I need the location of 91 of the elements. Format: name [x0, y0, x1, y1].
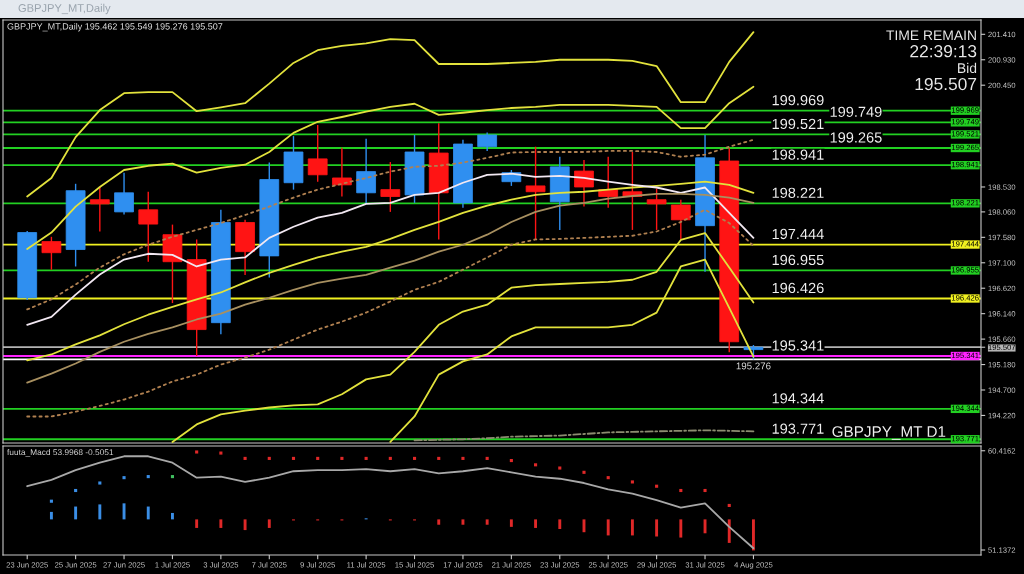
point	[291, 456, 296, 460]
chart-title: GBPJPY_MT,Daily	[18, 3, 111, 15]
point	[630, 480, 634, 484]
line-series	[26, 138, 755, 311]
point	[170, 475, 175, 479]
line-series	[26, 172, 755, 326]
candlestick	[670, 199, 691, 241]
bar	[655, 519, 659, 537]
text: GBPJPY_MT D1	[832, 426, 946, 440]
bar	[509, 519, 513, 527]
bar	[98, 504, 102, 520]
candlestick	[332, 147, 352, 198]
point	[146, 475, 150, 479]
point	[558, 466, 562, 470]
bar	[558, 519, 562, 530]
text: 22:39:13	[910, 45, 977, 58]
annotation: 195.276	[736, 362, 771, 370]
point	[582, 470, 586, 474]
line-series	[26, 31, 755, 198]
point	[74, 488, 78, 493]
bar	[243, 519, 247, 531]
bar	[49, 511, 53, 520]
text: 197.444	[772, 228, 824, 240]
point	[364, 456, 368, 460]
text: 195.341	[772, 340, 824, 351]
bar	[606, 519, 610, 536]
point	[679, 488, 683, 493]
point	[703, 488, 707, 493]
line-series	[413, 429, 755, 442]
candlestick	[646, 187, 667, 231]
line-series	[26, 455, 755, 550]
point	[267, 456, 271, 460]
point	[727, 503, 731, 508]
point	[243, 456, 247, 460]
bar	[461, 519, 465, 525]
candlestick	[525, 145, 546, 241]
bar	[485, 519, 489, 525]
point	[316, 456, 320, 460]
point	[534, 463, 538, 467]
text: 199.521	[772, 118, 824, 130]
bar	[630, 519, 634, 536]
text: 196.426	[772, 282, 824, 294]
line-series	[26, 180, 755, 362]
bar	[171, 512, 174, 520]
text: 199.749	[830, 106, 882, 117]
candlestick	[41, 236, 62, 271]
point	[195, 450, 199, 454]
point	[606, 476, 610, 480]
bar	[679, 519, 683, 538]
text: 198.221	[772, 187, 824, 198]
candlestick	[380, 161, 401, 213]
text: 196.955	[772, 254, 824, 266]
bar	[437, 519, 441, 525]
text: 195.507	[915, 77, 977, 91]
point	[219, 451, 223, 455]
point	[412, 456, 417, 460]
text: 199.969	[772, 94, 824, 106]
text: 198.941	[772, 149, 824, 160]
point	[461, 456, 465, 460]
text: 193.771	[772, 423, 824, 434]
bar	[267, 519, 271, 528]
line-series	[26, 85, 755, 250]
text: 194.344	[772, 393, 824, 404]
bar	[74, 506, 78, 520]
point	[655, 484, 659, 488]
point	[49, 499, 53, 503]
bar	[195, 519, 199, 528]
text: TIME REMAIN	[886, 30, 976, 41]
candlestick	[114, 171, 134, 216]
candlestick	[356, 138, 376, 205]
chart-subtitle: GBPJPY_MT,Daily 195.462 195.549 195.276 195.507	[7, 23, 223, 32]
chart-title: fuuta_Macd 53.9968 -0.5051	[7, 449, 114, 457]
point	[340, 456, 344, 460]
candlestick	[138, 191, 159, 263]
candlestick	[89, 186, 110, 233]
point	[388, 456, 392, 460]
candlestick	[574, 159, 594, 208]
point	[509, 458, 513, 463]
candlestick	[477, 131, 498, 152]
text: 199.265	[830, 132, 882, 143]
point	[122, 476, 126, 480]
bar	[219, 519, 223, 528]
point	[98, 481, 102, 485]
bar	[751, 519, 755, 551]
point	[485, 456, 489, 460]
bar	[534, 519, 538, 528]
point	[437, 456, 441, 460]
bar	[727, 519, 731, 543]
candlestick	[307, 124, 328, 183]
bar	[146, 506, 150, 520]
text: Bid	[958, 62, 977, 74]
